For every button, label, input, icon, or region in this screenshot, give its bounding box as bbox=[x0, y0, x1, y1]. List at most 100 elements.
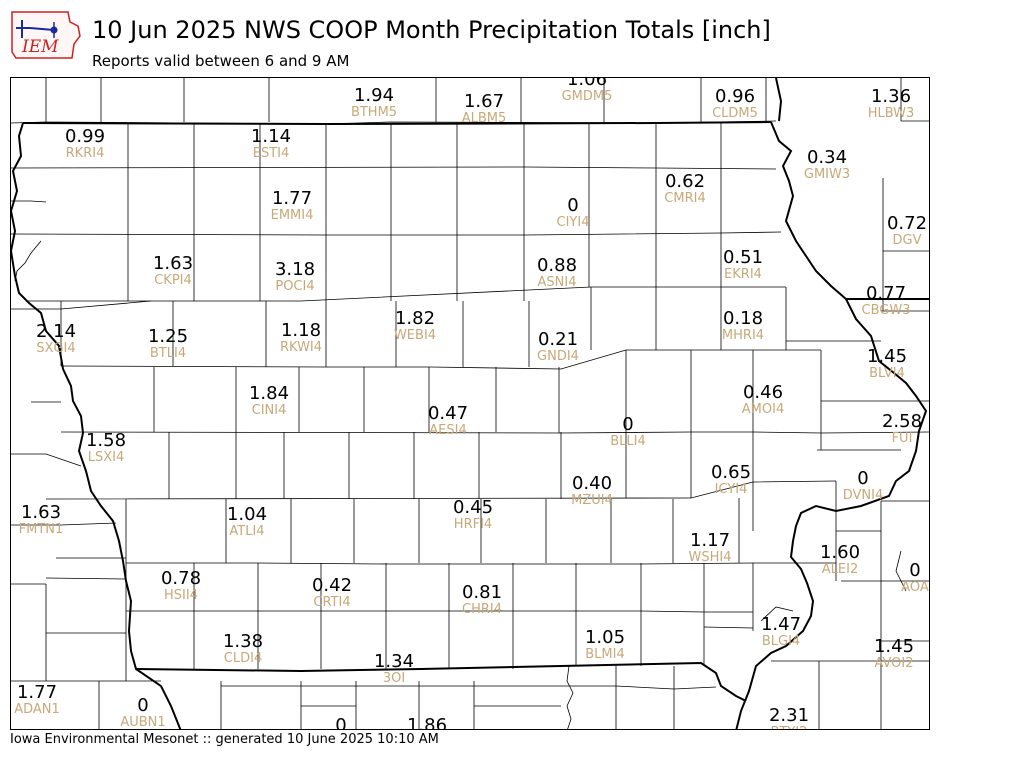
station-id: ICYI4 bbox=[715, 482, 748, 497]
iem-logo-graphic: IEM bbox=[11, 11, 81, 59]
precip-value: 1.25 bbox=[148, 326, 188, 347]
station-id: CIYI4 bbox=[557, 215, 590, 230]
station-id: BLGI4 bbox=[762, 634, 800, 649]
precip-value: 0.72 bbox=[887, 213, 927, 234]
station-id: GMDM5 bbox=[562, 89, 613, 104]
station-id: MZUI4 bbox=[571, 493, 613, 508]
station-id: HLBW3 bbox=[868, 106, 915, 121]
station-id: ALEI2 bbox=[822, 562, 858, 577]
station-id: SXGI4 bbox=[36, 341, 75, 356]
station-id: WSHI4 bbox=[689, 550, 732, 565]
precip-value: 0.65 bbox=[711, 462, 751, 483]
precip-value: 0 bbox=[137, 695, 148, 716]
station-id: LSXI4 bbox=[88, 450, 125, 465]
station-id: CRTI4 bbox=[313, 595, 350, 610]
station-id: BTLI4 bbox=[150, 346, 186, 361]
precip-value: 0.45 bbox=[453, 497, 493, 518]
station-id: RKWI4 bbox=[280, 340, 322, 355]
precip-value: 3.18 bbox=[275, 259, 315, 280]
station-id: AUBN1 bbox=[120, 715, 165, 730]
station-id: AESI4 bbox=[429, 423, 466, 438]
station-id: HSII4 bbox=[164, 588, 198, 603]
precip-value: 1.38 bbox=[223, 631, 263, 652]
precip-value: 1.94 bbox=[354, 85, 394, 106]
precip-value: 0 bbox=[622, 414, 633, 435]
station-id: BLVI4 bbox=[869, 366, 905, 381]
station-id: BLLI4 bbox=[610, 434, 646, 449]
precip-value: 1.17 bbox=[690, 530, 730, 551]
station-id: CHRI4 bbox=[462, 602, 502, 617]
precip-value: 1.04 bbox=[227, 504, 267, 525]
station-id: DGV bbox=[893, 233, 922, 248]
precip-value: 1.45 bbox=[867, 346, 907, 367]
precip-value: 0.34 bbox=[807, 147, 847, 168]
station-id: EKRI4 bbox=[724, 267, 762, 282]
precip-value: 1.18 bbox=[281, 320, 321, 341]
precip-value: 0.78 bbox=[161, 568, 201, 589]
iem-logo: IEM bbox=[8, 8, 84, 62]
precip-value: 1.63 bbox=[153, 253, 193, 274]
precip-value: 0 bbox=[335, 715, 346, 730]
station-id: FUI bbox=[892, 431, 913, 446]
station-id: WEBI4 bbox=[394, 328, 436, 343]
precip-value: 0.96 bbox=[715, 86, 755, 107]
svg-text:IEM: IEM bbox=[21, 37, 59, 57]
station-id: HRFI4 bbox=[454, 517, 492, 532]
precip-value: 1.77 bbox=[17, 682, 57, 703]
station-unlabeled-51: 1.86 bbox=[407, 715, 447, 729]
precip-value: 0.21 bbox=[538, 329, 578, 350]
station-id: ADAN1 bbox=[14, 702, 60, 717]
precip-value: 1.67 bbox=[464, 91, 504, 112]
station-id: CBGW3 bbox=[862, 303, 911, 318]
station-btyi2: 2.31BTYI2 bbox=[769, 705, 809, 730]
precip-value: 0.99 bbox=[65, 126, 105, 147]
precip-value: 0.47 bbox=[428, 403, 468, 424]
station-id: GMIW3 bbox=[804, 167, 850, 182]
station-id: CLDM5 bbox=[712, 106, 758, 121]
station-id: ASNI4 bbox=[538, 275, 577, 290]
precip-value: 0 bbox=[909, 560, 920, 581]
station-id: BTYI2 bbox=[771, 725, 808, 730]
station-id: DVNI4 bbox=[843, 488, 884, 503]
precip-value: 1.14 bbox=[251, 126, 291, 147]
station-id: CLDI4 bbox=[224, 651, 262, 666]
station-id: GNDI4 bbox=[537, 349, 579, 364]
station-id: ATLI4 bbox=[229, 524, 264, 539]
precip-value: 1.36 bbox=[871, 86, 911, 107]
precip-value: 0 bbox=[567, 195, 578, 216]
station-id: RKRI4 bbox=[66, 146, 105, 161]
station-id: BTHM5 bbox=[351, 105, 397, 120]
precip-value: 1.58 bbox=[86, 430, 126, 451]
state-boundaries bbox=[11, 78, 929, 729]
precip-value: 1.84 bbox=[249, 383, 289, 404]
precip-value: 1.77 bbox=[272, 188, 312, 209]
